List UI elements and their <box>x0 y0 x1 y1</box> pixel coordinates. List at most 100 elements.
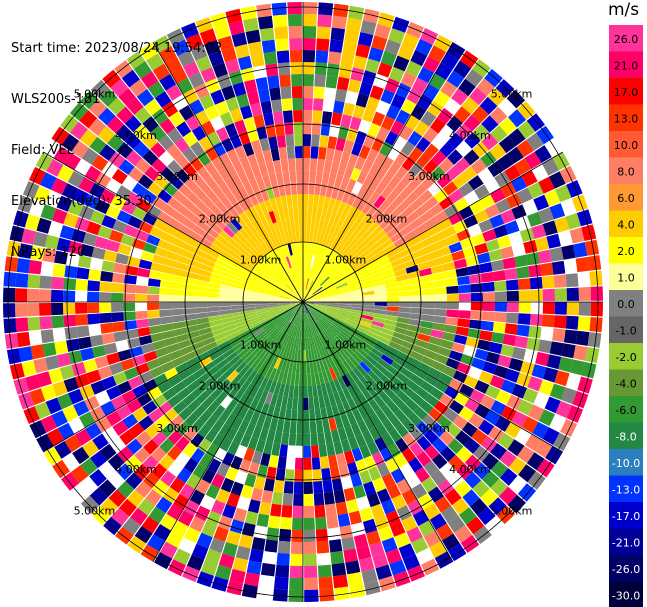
ppi-gate <box>354 156 366 171</box>
ppi-gate <box>367 263 380 273</box>
ppi-gate <box>99 302 112 313</box>
ppi-gate <box>182 351 197 362</box>
ppi-gate <box>303 37 316 51</box>
ppi-gate <box>167 159 182 175</box>
range-ring-label: 3.00km <box>156 422 198 435</box>
ppi-gate <box>333 320 345 328</box>
ppi-gate <box>348 355 360 368</box>
ppi-gate <box>143 439 159 455</box>
ppi-gate <box>508 357 524 372</box>
ppi-gate <box>319 333 327 345</box>
ppi-gate <box>349 583 366 599</box>
ppi-gate <box>316 38 330 52</box>
ppi-gate <box>68 350 83 365</box>
ppi-gate <box>249 342 261 353</box>
ppi-gate <box>448 350 463 362</box>
ppi-gate <box>297 325 301 338</box>
ppi-gate <box>508 231 523 246</box>
ppi-gate <box>315 516 327 530</box>
ppi-gate <box>38 289 52 302</box>
ppi-gate <box>314 292 326 298</box>
ppi-gate <box>288 268 295 281</box>
ppi-gate <box>401 171 415 186</box>
ppi-gate <box>167 445 183 461</box>
ppi-gate <box>468 175 484 191</box>
ppi-gate <box>490 460 509 478</box>
ppi-gate <box>286 283 296 294</box>
ppi-gate <box>571 194 588 212</box>
ppi-gate <box>454 392 470 406</box>
ppi-gate <box>299 302 303 314</box>
ppi-gate <box>387 208 401 222</box>
ppi-gate <box>315 231 322 244</box>
ppi-gate <box>578 286 591 301</box>
ppi-gate <box>130 507 148 526</box>
ppi-gate <box>285 270 292 282</box>
ppi-gate <box>282 308 294 317</box>
ppi-gate <box>147 386 163 400</box>
colorbar-tick-label: 10.0 <box>614 139 639 152</box>
ppi-gate <box>358 119 372 134</box>
ppi-gate <box>379 447 393 463</box>
ppi-gate <box>374 302 387 307</box>
ppi-gate <box>434 238 449 250</box>
ppi-gate <box>273 479 285 493</box>
ppi-gate <box>226 148 239 163</box>
ppi-gate <box>169 111 185 128</box>
ppi-gate <box>254 387 264 401</box>
ppi-gate <box>231 308 244 314</box>
ppi-gate <box>348 221 360 234</box>
ppi-gate <box>516 266 530 279</box>
ppi-gate <box>303 302 306 314</box>
ppi-gate <box>253 65 267 79</box>
ppi-gate <box>288 589 303 602</box>
ppi-gate <box>434 286 447 295</box>
ppi-gate <box>304 278 308 291</box>
ppi-gate <box>222 348 235 359</box>
ppi-gate <box>64 152 81 170</box>
ppi-gate <box>13 210 29 228</box>
ppi-gate <box>135 229 150 242</box>
ppi-gate <box>477 339 491 351</box>
range-ring-label: 2.00km <box>366 379 408 392</box>
ppi-gate <box>387 442 401 458</box>
ppi-gate <box>337 162 347 177</box>
elevation-label: Elevation(deg): 35.30 <box>11 194 152 209</box>
ppi-gate <box>313 396 320 410</box>
ppi-gate <box>231 32 248 47</box>
ppi-gate <box>279 297 292 301</box>
ppi-gate <box>243 181 254 196</box>
ppi-gate <box>514 158 532 176</box>
ppi-gate <box>469 87 487 106</box>
ppi-gate <box>314 62 328 76</box>
ppi-gate <box>357 419 369 434</box>
ppi-gate <box>350 309 363 315</box>
ppi-gate <box>147 534 165 552</box>
ppi-gate <box>421 314 435 323</box>
ppi-gate <box>345 560 361 575</box>
ppi-gate <box>463 114 481 132</box>
ppi-gate <box>315 270 323 282</box>
ppi-gate <box>531 364 547 379</box>
ppi-gate <box>172 39 190 57</box>
ppi-gate <box>561 244 576 260</box>
ppi-gate <box>355 43 371 59</box>
ppi-gate <box>566 302 580 316</box>
ppi-gate <box>277 456 287 470</box>
ppi-gate <box>381 156 394 171</box>
ppi-gate <box>147 81 165 99</box>
ppi-gate <box>225 96 240 112</box>
ppi-gate <box>279 319 288 330</box>
ppi-gate <box>330 354 339 366</box>
ppi-gate <box>304 266 307 279</box>
ppi-gate <box>360 317 373 324</box>
ppi-gate <box>325 503 337 517</box>
ppi-gate <box>317 320 326 331</box>
ppi-gate <box>290 242 296 255</box>
ppi-gate <box>219 362 232 375</box>
ppi-gate <box>470 158 487 175</box>
ppi-gate <box>480 436 498 453</box>
ppi-gate <box>251 372 261 386</box>
ppi-gate <box>269 197 278 211</box>
ppi-gate <box>329 539 343 553</box>
